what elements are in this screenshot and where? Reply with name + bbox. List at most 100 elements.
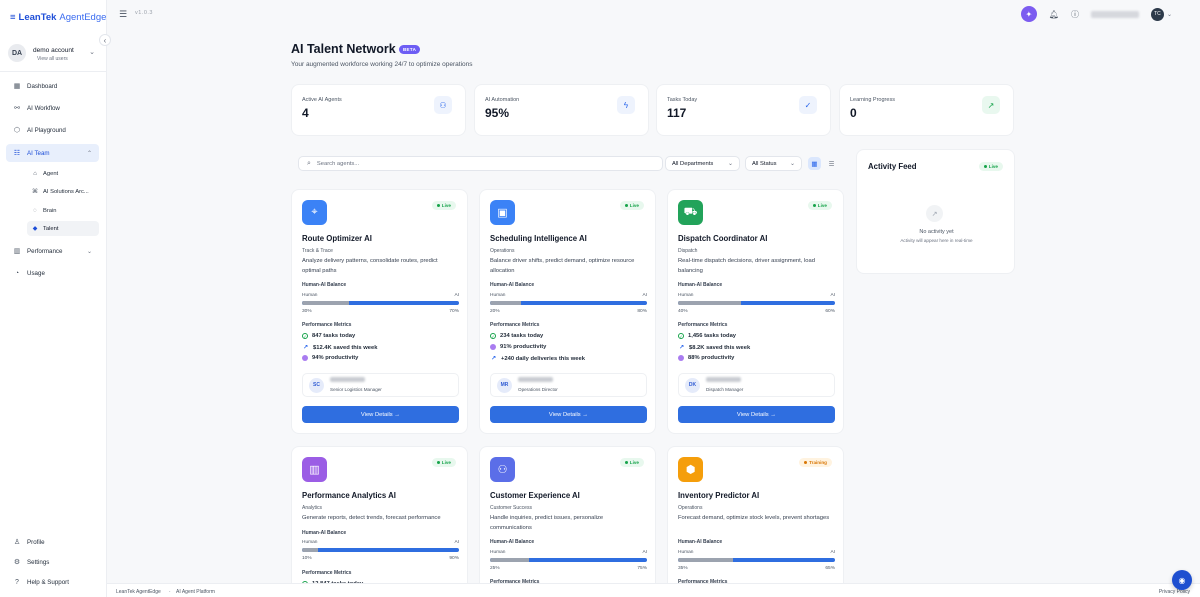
topbar: ☰ v1.0.3 ✦ 🔔︎ ⓘ TC ⌄ bbox=[107, 0, 1200, 28]
version-label: v1.0.3 bbox=[135, 10, 153, 16]
agent-title: Route Optimizer AI bbox=[302, 234, 372, 243]
help-circle-icon[interactable]: ⓘ bbox=[1070, 9, 1079, 19]
search-input[interactable] bbox=[316, 160, 617, 167]
privacy-policy-link[interactable]: Privacy Policy bbox=[1158, 589, 1190, 595]
metrics-label: Performance Metrics bbox=[490, 322, 540, 328]
usage-icon: ◔ bbox=[14, 269, 20, 277]
map-pin-icon: ⌖ bbox=[302, 200, 327, 225]
nav-settings[interactable]: ⚙ Settings bbox=[13, 558, 50, 567]
nav-performance[interactable]: ▥ Performance ⌄ bbox=[13, 247, 92, 256]
page-title: AI Talent Network bbox=[291, 42, 396, 56]
page-subtitle: Your augmented workforce working 24/7 to… bbox=[291, 61, 473, 68]
agent-title: Dispatch Coordinator AI bbox=[678, 234, 768, 243]
dot-icon bbox=[490, 344, 496, 350]
grid-view-button[interactable]: ▦ bbox=[808, 157, 821, 170]
manager-info: DK Dispatch Manager bbox=[678, 373, 835, 397]
nav-usage[interactable]: ◔ Usage bbox=[6, 264, 99, 282]
check-icon: ✓ bbox=[678, 333, 684, 339]
nav-ai-team[interactable]: ☷ AI Team ⌃ bbox=[6, 144, 99, 162]
agent-card[interactable]: ⬢ Training Inventory Predictor AI Operat… bbox=[667, 446, 844, 596]
status-badge: Live bbox=[431, 458, 456, 467]
sparkle-icon: ✦ bbox=[1025, 9, 1033, 19]
performance-icon: ▥ bbox=[13, 248, 21, 255]
manager-name-redacted bbox=[706, 377, 741, 382]
footer: LeanTek AgentEdge · AI Agent Platform Pr… bbox=[107, 583, 1200, 597]
nav-talent[interactable]: ◆ Talent bbox=[27, 221, 99, 236]
users-icon: ⚇ bbox=[434, 96, 452, 114]
bar-chart-icon: ▥ bbox=[302, 457, 327, 482]
agent-category: Dispatch bbox=[678, 248, 698, 254]
list-view-button[interactable]: ☰ bbox=[825, 157, 838, 170]
agent-card[interactable]: ⚇ Live Customer Experience AI Customer S… bbox=[479, 446, 656, 596]
nav-brain[interactable]: ◌ Brain bbox=[27, 203, 99, 218]
check-icon: ✓ bbox=[490, 333, 496, 339]
activity-feed: Activity Feed Live ↗ No activity yet Act… bbox=[856, 149, 1015, 274]
user-name-redacted[interactable] bbox=[1090, 10, 1139, 18]
nav-agent[interactable]: ⌂ Agent bbox=[27, 166, 99, 181]
account-sub: View all users bbox=[37, 55, 68, 62]
department-select[interactable]: All Departments ⌄ bbox=[665, 156, 740, 171]
collapse-sidebar-button[interactable]: ‹ bbox=[99, 34, 111, 46]
balance-label: Human-AI Balance bbox=[490, 539, 535, 545]
agent-description: Analyze delivery patterns, consolidate r… bbox=[302, 258, 438, 274]
bell-icon[interactable]: 🔔︎ bbox=[1048, 9, 1059, 19]
view-details-button[interactable]: View Details → bbox=[490, 406, 647, 423]
feed-status-badge: Live bbox=[978, 162, 1003, 171]
grid-icon: ▦ bbox=[13, 83, 21, 90]
nav-profile[interactable]: ♙ Profile bbox=[13, 538, 45, 547]
chevron-up-icon: ⌃ bbox=[86, 150, 92, 157]
metrics-label: Performance Metrics bbox=[302, 570, 352, 576]
agent-card[interactable]: ▣ Live Scheduling Intelligence AI Operat… bbox=[479, 189, 656, 434]
calendar-icon: ▣ bbox=[490, 200, 515, 225]
agent-card[interactable]: ⛟ Live Dispatch Coordinator AI Dispatch … bbox=[667, 189, 844, 434]
workflow-icon: ⚯ bbox=[14, 105, 20, 112]
account-switcher[interactable]: DA demo account View all users ⌄ bbox=[8, 42, 100, 64]
agent-description: Generate reports, detect trends, forecas… bbox=[302, 515, 441, 521]
status-badge: Live bbox=[619, 458, 644, 467]
agent-description: Forecast demand, optimize stock levels, … bbox=[678, 515, 830, 521]
brand-logo[interactable]: ≡ LeanTek AgentEdge bbox=[10, 12, 107, 23]
status-badge: Live bbox=[431, 201, 456, 210]
agent-category: Customer Success bbox=[490, 505, 532, 511]
agent-title: Performance Analytics AI bbox=[302, 491, 396, 500]
view-details-button[interactable]: View Details → bbox=[302, 406, 459, 423]
metric-savings: ↗ $8.2K saved this week bbox=[678, 344, 751, 352]
chevron-down-icon: ⌄ bbox=[89, 49, 95, 56]
chevron-down-icon: ⌄ bbox=[727, 161, 733, 167]
playground-icon: ⬡ bbox=[13, 127, 21, 134]
manager-info: MR Operations Director bbox=[490, 373, 647, 397]
check-icon: ✓ bbox=[302, 333, 308, 339]
nav-ai-workflow[interactable]: ⚯ AI Workflow bbox=[6, 99, 99, 117]
agent-card[interactable]: ▥ Live Performance Analytics AI Analytic… bbox=[291, 446, 468, 596]
status-select[interactable]: All Status ⌄ bbox=[745, 156, 802, 171]
gear-icon: ⚙ bbox=[13, 559, 21, 566]
nav-help[interactable]: ? Help & Support bbox=[6, 573, 99, 591]
trending-up-icon: ↗ bbox=[982, 96, 1000, 114]
status-badge: Training bbox=[799, 458, 832, 467]
trend-icon: ↗ bbox=[302, 345, 309, 351]
nav-ai-solutions[interactable]: ⌘ AI Solutions Arc... bbox=[32, 188, 89, 196]
ai-assistant-button[interactable]: ✦ bbox=[1020, 6, 1037, 22]
user-avatar[interactable]: TC bbox=[1150, 7, 1164, 21]
manager-avatar: MR bbox=[497, 377, 512, 393]
metrics-label: Performance Metrics bbox=[678, 322, 728, 328]
footer-platform: AI Agent Platform bbox=[176, 589, 215, 595]
nav-dashboard[interactable]: ▦ Dashboard bbox=[13, 82, 58, 91]
agent-card[interactable]: ⌖ Live Route Optimizer AI Track & Trace … bbox=[291, 189, 468, 434]
grid-icon: ▦ bbox=[811, 160, 818, 168]
metric-productivity: 94% productivity bbox=[302, 355, 358, 361]
view-details-button[interactable]: View Details → bbox=[678, 406, 835, 423]
menu-icon[interactable]: ☰ bbox=[119, 9, 128, 19]
agent-title: Inventory Predictor AI bbox=[678, 491, 760, 500]
manager-name-redacted bbox=[518, 377, 553, 382]
solutions-icon: ⌘ bbox=[32, 189, 38, 195]
nav-ai-playground[interactable]: ⬡ AI Playground bbox=[13, 126, 66, 135]
metrics-label: Performance Metrics bbox=[490, 579, 540, 585]
robot-icon: ⌂ bbox=[33, 170, 37, 177]
stat-tasks-today: Tasks Today 117 ✓ bbox=[656, 84, 831, 136]
agent-category: Track & Trace bbox=[302, 248, 333, 254]
chat-fab-button[interactable]: ◉ bbox=[1172, 570, 1192, 590]
trending-up-icon: ↗ bbox=[926, 205, 943, 222]
agent-description: Handle inquiries, predict issues, person… bbox=[490, 515, 604, 531]
balance-label: Human-AI Balance bbox=[678, 282, 723, 288]
